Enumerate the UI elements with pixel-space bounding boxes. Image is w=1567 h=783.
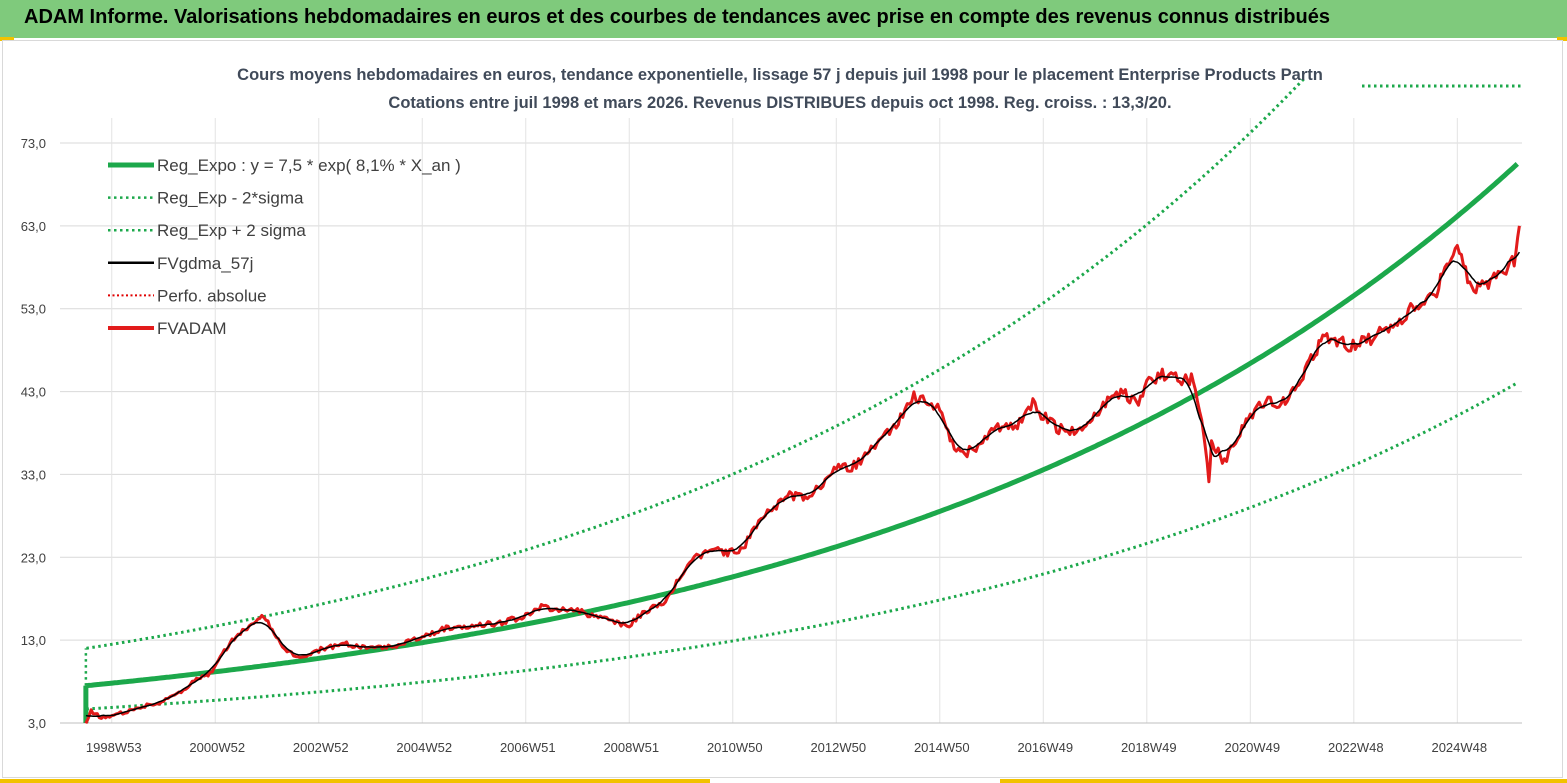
x-tick-label: 2012W50	[810, 740, 866, 755]
header-accent-right	[1557, 37, 1567, 41]
x-tick-label: 2002W52	[293, 740, 349, 755]
legend: Reg_Expo : y = 7,5 * exp( 8,1% * X_an ) R…	[108, 156, 461, 338]
legend-label: FVgdma_57j	[157, 254, 253, 273]
legend-label: FVADAM	[157, 319, 227, 338]
page-title: ADAM Informe. Valorisations hebdomadaire…	[24, 6, 1330, 28]
x-tick-label: 2020W49	[1224, 740, 1280, 755]
x-tick-label: 2016W49	[1017, 740, 1073, 755]
series-reg-expo	[86, 162, 1519, 689]
y-tick-label: 3,0	[28, 716, 46, 731]
legend-label: Reg_Exp + 2 sigma	[157, 221, 306, 240]
x-tick-label: 2008W51	[603, 740, 659, 755]
chart-title-line1: Cours moyens hebdomadaires en euros, ten…	[237, 66, 1323, 84]
bottom-accent-right	[1000, 779, 1567, 783]
subtitle-layer: Cours moyens hebdomadaires en euros, ten…	[237, 66, 1522, 112]
y-tick-label: 13,0	[21, 633, 46, 648]
legend-label: Reg_Expo : y = 7,5 * exp( 8,1% * X_an )	[157, 156, 461, 175]
chart-frame	[2, 40, 1563, 778]
header-accent-left	[0, 37, 14, 41]
x-tick-label: 2022W48	[1328, 740, 1384, 755]
grid-layer	[60, 118, 1522, 724]
x-tick-label: 1998W53	[86, 740, 142, 755]
series-fvgdma-57j	[85, 251, 1521, 718]
legend-label: Reg_Exp - 2*sigma	[157, 189, 304, 208]
header-bar: ADAM Informe. Valorisations hebdomadaire…	[0, 0, 1567, 38]
x-tick-label: 2006W51	[500, 740, 556, 755]
x-tick-label: 2010W50	[707, 740, 763, 755]
series-reg-exp-minus-2sigma	[86, 381, 1519, 711]
y-tick-label: 73,0	[21, 136, 46, 151]
x-tick-label: 2000W52	[189, 740, 245, 755]
y-tick-label: 33,0	[21, 467, 46, 482]
y-tick-label: 63,0	[21, 219, 46, 234]
series-reg-exp-plus-2sigma	[86, 76, 1307, 650]
bottom-accent-left	[0, 779, 710, 783]
tick-layer: 73,0 63,0 53,0 43,0 33,0 23,0 13,0 3,0 1998W53 20…	[21, 136, 1487, 755]
chart-title-line2: Cotations entre juil 1998 et mars 2026. …	[388, 94, 1171, 112]
series-layer	[83, 76, 1521, 725]
x-tick-label: 2024W48	[1431, 740, 1487, 755]
y-tick-label: 23,0	[21, 550, 46, 565]
y-tick-label: 43,0	[21, 385, 46, 400]
legend-label: Perfo. absolue	[157, 286, 267, 305]
x-tick-label: 2004W52	[396, 740, 452, 755]
y-tick-label: 53,0	[21, 302, 46, 317]
x-tick-label: 2018W49	[1121, 740, 1177, 755]
x-tick-label: 2014W50	[914, 740, 970, 755]
